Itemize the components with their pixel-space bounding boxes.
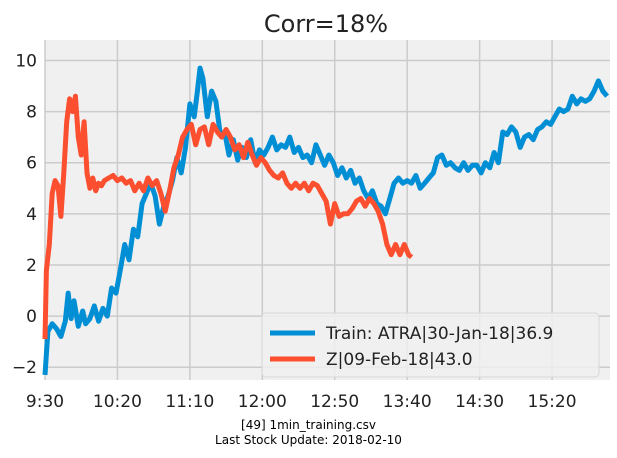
x-tick-label: 12:50	[310, 392, 359, 410]
y-tick-label: 2	[26, 256, 37, 276]
footer-source: [49] 1min_training.csv	[241, 418, 376, 432]
x-tick-label: 11:10	[165, 392, 214, 410]
x-tick-label: 10:20	[93, 392, 142, 410]
footer-update: Last Stock Update: 2018-02-10	[215, 433, 402, 447]
y-tick-label: 10	[15, 51, 37, 71]
y-tick-label: 4	[26, 205, 37, 225]
y-tick-label: −2	[12, 358, 37, 378]
chart-title: Corr=18%	[264, 10, 388, 38]
legend-label-2: Z|09-Feb-18|43.0	[326, 350, 473, 370]
y-ticks: −2 0 2 4 6 8 10	[12, 51, 37, 378]
series-line-1	[42, 65, 610, 376]
legend-label-1: Train: ATRA|30-Jan-18|36.9	[325, 324, 553, 344]
chart: −2 0 2 4 6 8 10 9:30 10:20 11:10 12:00 12:50 13:40 1…	[12, 10, 610, 410]
x-tick-label: 9:30	[26, 392, 64, 410]
legend: Train: ATRA|30-Jan-18|36.9 Z|09-Feb-18|43…	[261, 312, 600, 378]
x-tick-label: 15:20	[528, 392, 577, 410]
x-tick-label: 12:00	[238, 392, 287, 410]
legend-box	[261, 312, 600, 378]
series-line-2	[42, 93, 414, 340]
y-tick-label: 0	[26, 307, 37, 327]
x-tick-label: 13:40	[383, 392, 432, 410]
x-ticks: 9:30 10:20 11:10 12:00 12:50 13:40 14:30 15:20	[26, 392, 577, 410]
x-tick-label: 14:30	[455, 392, 504, 410]
y-tick-label: 6	[26, 154, 37, 174]
series-group	[42, 65, 610, 376]
y-tick-label: 8	[26, 103, 37, 123]
